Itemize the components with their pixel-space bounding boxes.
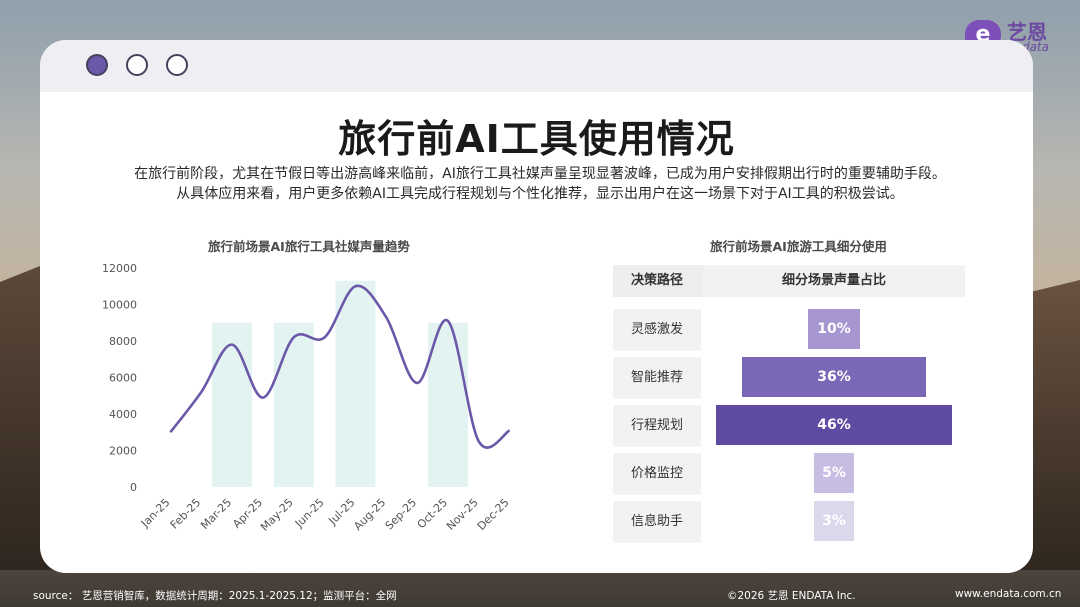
line-chart-title: 旅行前场景AI旅行工具社媒声量趋势: [208, 239, 410, 254]
x-tick-label: Jan-25: [138, 496, 173, 531]
decision-path-label: 智能推荐: [613, 357, 701, 399]
share-bar: 46%: [716, 405, 952, 445]
x-tick-label: Jun-25: [292, 496, 327, 531]
table-row: 信息助手 3%: [613, 501, 965, 543]
highlight-column: [212, 322, 253, 487]
window-dot-empty-icon: [126, 54, 148, 76]
highlight-column: [335, 280, 376, 487]
window-header: [40, 40, 1033, 92]
decision-path-label: 灵感激发: [613, 309, 701, 351]
window-dot-empty-icon: [166, 54, 188, 76]
column-header-share: 细分场景声量占比: [703, 265, 965, 297]
table-row: 灵感激发 10%: [613, 309, 965, 351]
bar-chart-title: 旅行前场景AI旅游工具细分使用: [710, 239, 887, 254]
share-bar: 5%: [814, 453, 854, 493]
footer-copyright: ©2026 艺恩 ENDATA Inc.: [727, 590, 856, 602]
x-tick-label: May-25: [258, 496, 296, 534]
intro-paragraph: 在旅行前阶段，尤其在节假日等出游高峰来临前，AI旅行工具社媒声量呈现显著波峰，已…: [90, 164, 990, 204]
y-tick-label: 0: [130, 481, 137, 494]
decision-path-label: 行程规划: [613, 405, 701, 447]
table-row: 价格监控 5%: [613, 453, 965, 495]
x-tick-label: Nov-25: [444, 496, 481, 533]
x-tick-label: Mar-25: [198, 496, 234, 532]
decision-path-label: 价格监控: [613, 453, 701, 495]
table-row: 行程规划 46%: [613, 405, 965, 447]
y-tick-label: 2000: [109, 445, 137, 458]
decision-path-label: 信息助手: [613, 501, 701, 543]
share-bar: 36%: [741, 357, 927, 397]
footer-source: source： 艺恩营销智库，数据统计周期：2025.1-2025.12；监测平…: [33, 590, 397, 602]
table-header: 决策路径 细分场景声量占比: [613, 265, 965, 297]
x-tick-label: Feb-25: [168, 496, 204, 532]
share-bar: 3%: [814, 501, 854, 541]
page-title: 旅行前AI工具使用情况: [338, 117, 735, 161]
x-tick-label: Oct-25: [415, 496, 450, 531]
highlight-column: [273, 322, 314, 487]
share-bar: 10%: [808, 309, 860, 349]
x-tick-label: Sep-25: [383, 496, 420, 533]
highlight-column: [427, 322, 468, 487]
footer-website: www.endata.com.cn: [955, 588, 1062, 600]
content-card: 旅行前AI工具使用情况 在旅行前阶段，尤其在节假日等出游高峰来临前，AI旅行工具…: [40, 40, 1033, 573]
intro-line: 在旅行前阶段，尤其在节假日等出游高峰来临前，AI旅行工具社媒声量呈现显著波峰，已…: [134, 166, 946, 182]
y-tick-label: 12000: [102, 262, 137, 275]
window-dot-filled-icon: [86, 54, 108, 76]
y-tick-label: 6000: [109, 372, 137, 385]
x-tick-label: Aug-25: [351, 496, 388, 533]
intro-line: 从具体应用来看，用户更多依赖AI工具完成行程规划与个性化推荐，显示出用户在这一场…: [176, 186, 904, 202]
y-tick-label: 4000: [109, 408, 137, 421]
x-tick-label: Dec-25: [475, 496, 512, 533]
y-tick-label: 8000: [109, 335, 137, 348]
y-tick-label: 10000: [102, 299, 137, 312]
column-header-path: 决策路径: [630, 273, 683, 288]
table-row: 智能推荐 36%: [613, 357, 965, 399]
line-chart: 120001000080006000400020000Jan-25Feb-25M…: [102, 262, 512, 534]
